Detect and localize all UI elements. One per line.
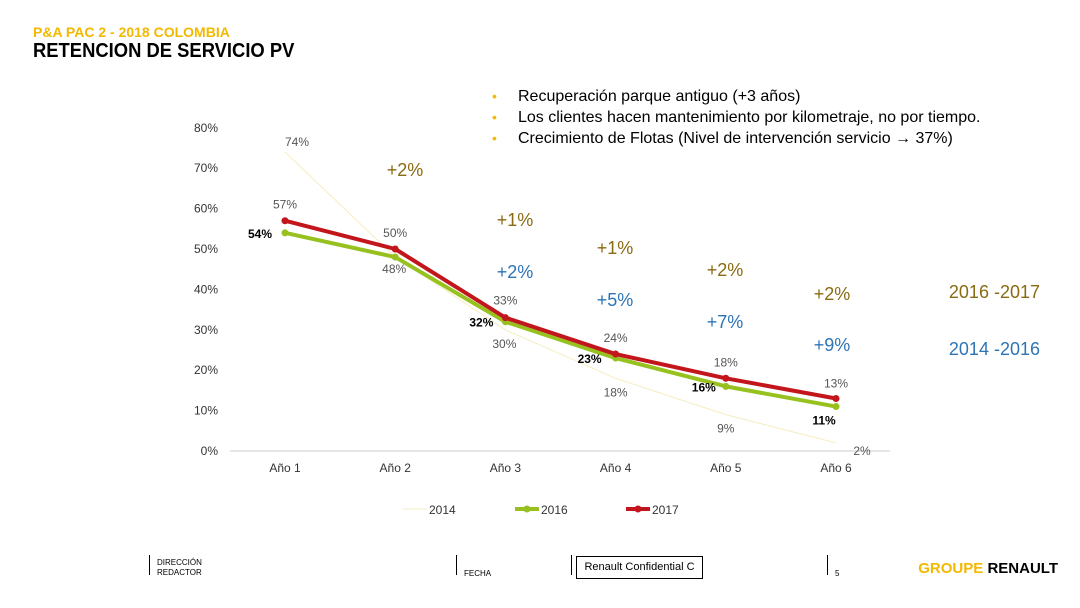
data-point-2017 — [832, 394, 840, 402]
data-label-2017: 57% — [273, 198, 297, 212]
data-point-2016 — [832, 403, 840, 411]
data-label-2014: 18% — [604, 385, 628, 399]
growth-annotation-2014-2016: +9% — [814, 335, 851, 355]
bullet-item: • Los clientes hacen mantenimiento por ki… — [492, 107, 980, 128]
data-point-2016 — [281, 229, 289, 237]
bullet-text: Los clientes hacen mantenimiento por kil… — [518, 109, 981, 126]
x-tick-label: Año 1 — [269, 461, 301, 475]
data-label-2014: 74% — [285, 135, 309, 149]
legend-label-2016: 2016 — [541, 503, 568, 517]
data-label-2017: 24% — [604, 331, 628, 345]
growth-annotation-2016-2017: +1% — [497, 210, 534, 230]
y-tick-label: 60% — [194, 202, 218, 216]
data-label-2014: 2% — [853, 444, 871, 458]
legend-marker-2016 — [523, 505, 531, 513]
y-tick-label: 20% — [194, 363, 218, 377]
y-tick-label: 80% — [194, 121, 218, 135]
growth-annotation-2014-2016: +5% — [597, 290, 634, 310]
footer-fecha: FECHA — [464, 569, 492, 578]
data-label-2016: 54% — [248, 227, 272, 241]
data-label-2014: 9% — [717, 422, 735, 436]
bullet-text: Recuperación parque antiguo (+3 años) — [518, 88, 801, 105]
data-point-2017 — [722, 374, 730, 382]
growth-annotation-2016-2017: +2% — [387, 160, 424, 180]
growth-annotation-2016-2017: +1% — [597, 238, 634, 258]
growth-annotation-2014-2016: +7% — [707, 312, 744, 332]
growth-annotation-2016-2017: +2% — [814, 284, 851, 304]
y-tick-label: 10% — [194, 404, 218, 418]
bullet-text: Crecimiento de Flotas (Nivel de interven… — [518, 130, 953, 147]
series-line-2017 — [284, 218, 837, 401]
brand-renault: RENAULT — [987, 560, 1058, 577]
growth-annotation-2016-2017: +2% — [707, 260, 744, 280]
y-tick-label: 40% — [194, 282, 218, 296]
data-label-2016: 32% — [469, 316, 493, 330]
data-label-2017: 13% — [824, 376, 848, 390]
kicker-title: P&A PAC 2 - 2018 COLOMBIA — [33, 24, 230, 40]
confidential-label: Renault Confidential C — [576, 556, 703, 579]
data-label-2017: 33% — [493, 294, 517, 308]
period-label-2014-2016: 2014 -2016 — [949, 339, 1040, 359]
legend-label-2014: 2014 — [429, 503, 456, 517]
bullet-item: • Recuperación parque antiguo (+3 años) — [492, 86, 980, 107]
growth-annotation-2014-2016: +2% — [497, 262, 534, 282]
data-point-2017 — [501, 314, 509, 322]
data-point-2017 — [391, 245, 399, 253]
footer-divider — [149, 555, 150, 575]
slide-title: RETENCION DE SERVICIO PV — [33, 40, 295, 62]
bullet-dot-icon: • — [492, 130, 497, 146]
brand-groupe: GROUPE — [918, 560, 984, 577]
bullet-dot-icon: • — [492, 88, 497, 104]
data-label-2017: 18% — [714, 355, 738, 369]
legend-label-2017: 2017 — [652, 503, 679, 517]
footer-redactor-text: REDACTOR — [157, 568, 202, 577]
footer-divider — [456, 555, 457, 575]
x-tick-label: Año 2 — [380, 461, 412, 475]
data-label-2017: 50% — [383, 226, 407, 240]
data-label-2016: 23% — [578, 352, 602, 366]
footer-divider — [571, 555, 572, 575]
footer-direccion: DIRECCIÓN REDACTOR — [157, 558, 202, 578]
series-line-2016 — [284, 230, 837, 409]
legend-marker-2017 — [634, 505, 642, 513]
data-label-2014: 48% — [382, 262, 406, 276]
y-tick-label: 30% — [194, 323, 218, 337]
period-label-2016-2017: 2016 -2017 — [949, 282, 1040, 302]
data-label-2016: 16% — [692, 380, 716, 394]
footer-direccion-text: DIRECCIÓN — [157, 558, 202, 567]
bullet-dot-icon: • — [492, 109, 497, 125]
y-tick-label: 50% — [194, 242, 218, 256]
x-tick-label: Año 4 — [600, 461, 632, 475]
data-label-2014: 30% — [492, 337, 516, 351]
data-label-2016: 11% — [812, 414, 836, 428]
line-chart: 0% 10% 20% 30% 40% 50% 60% 70% 80% Año 1 Año 2 Año … — [194, 121, 1040, 517]
y-tick-label: 0% — [201, 444, 219, 458]
data-point-2017 — [612, 350, 620, 358]
series-line-2014 — [284, 151, 837, 444]
footer-divider — [827, 555, 828, 575]
x-tick-label: Año 6 — [820, 461, 852, 475]
y-tick-label: 70% — [194, 161, 218, 175]
bullet-list: • Recuperación parque antiguo (+3 años) •… — [492, 86, 980, 149]
bullet-item: • Crecimiento de Flotas (Nivel de interve… — [492, 128, 980, 149]
brand-logo: GROUPE RENAULT — [918, 560, 1058, 577]
data-point-2016 — [722, 382, 730, 390]
x-tick-label: Año 3 — [490, 461, 522, 475]
page-number: 5 — [835, 569, 840, 578]
data-point-2016 — [391, 253, 399, 261]
x-tick-label: Año 5 — [710, 461, 742, 475]
data-point-2017 — [281, 217, 289, 225]
